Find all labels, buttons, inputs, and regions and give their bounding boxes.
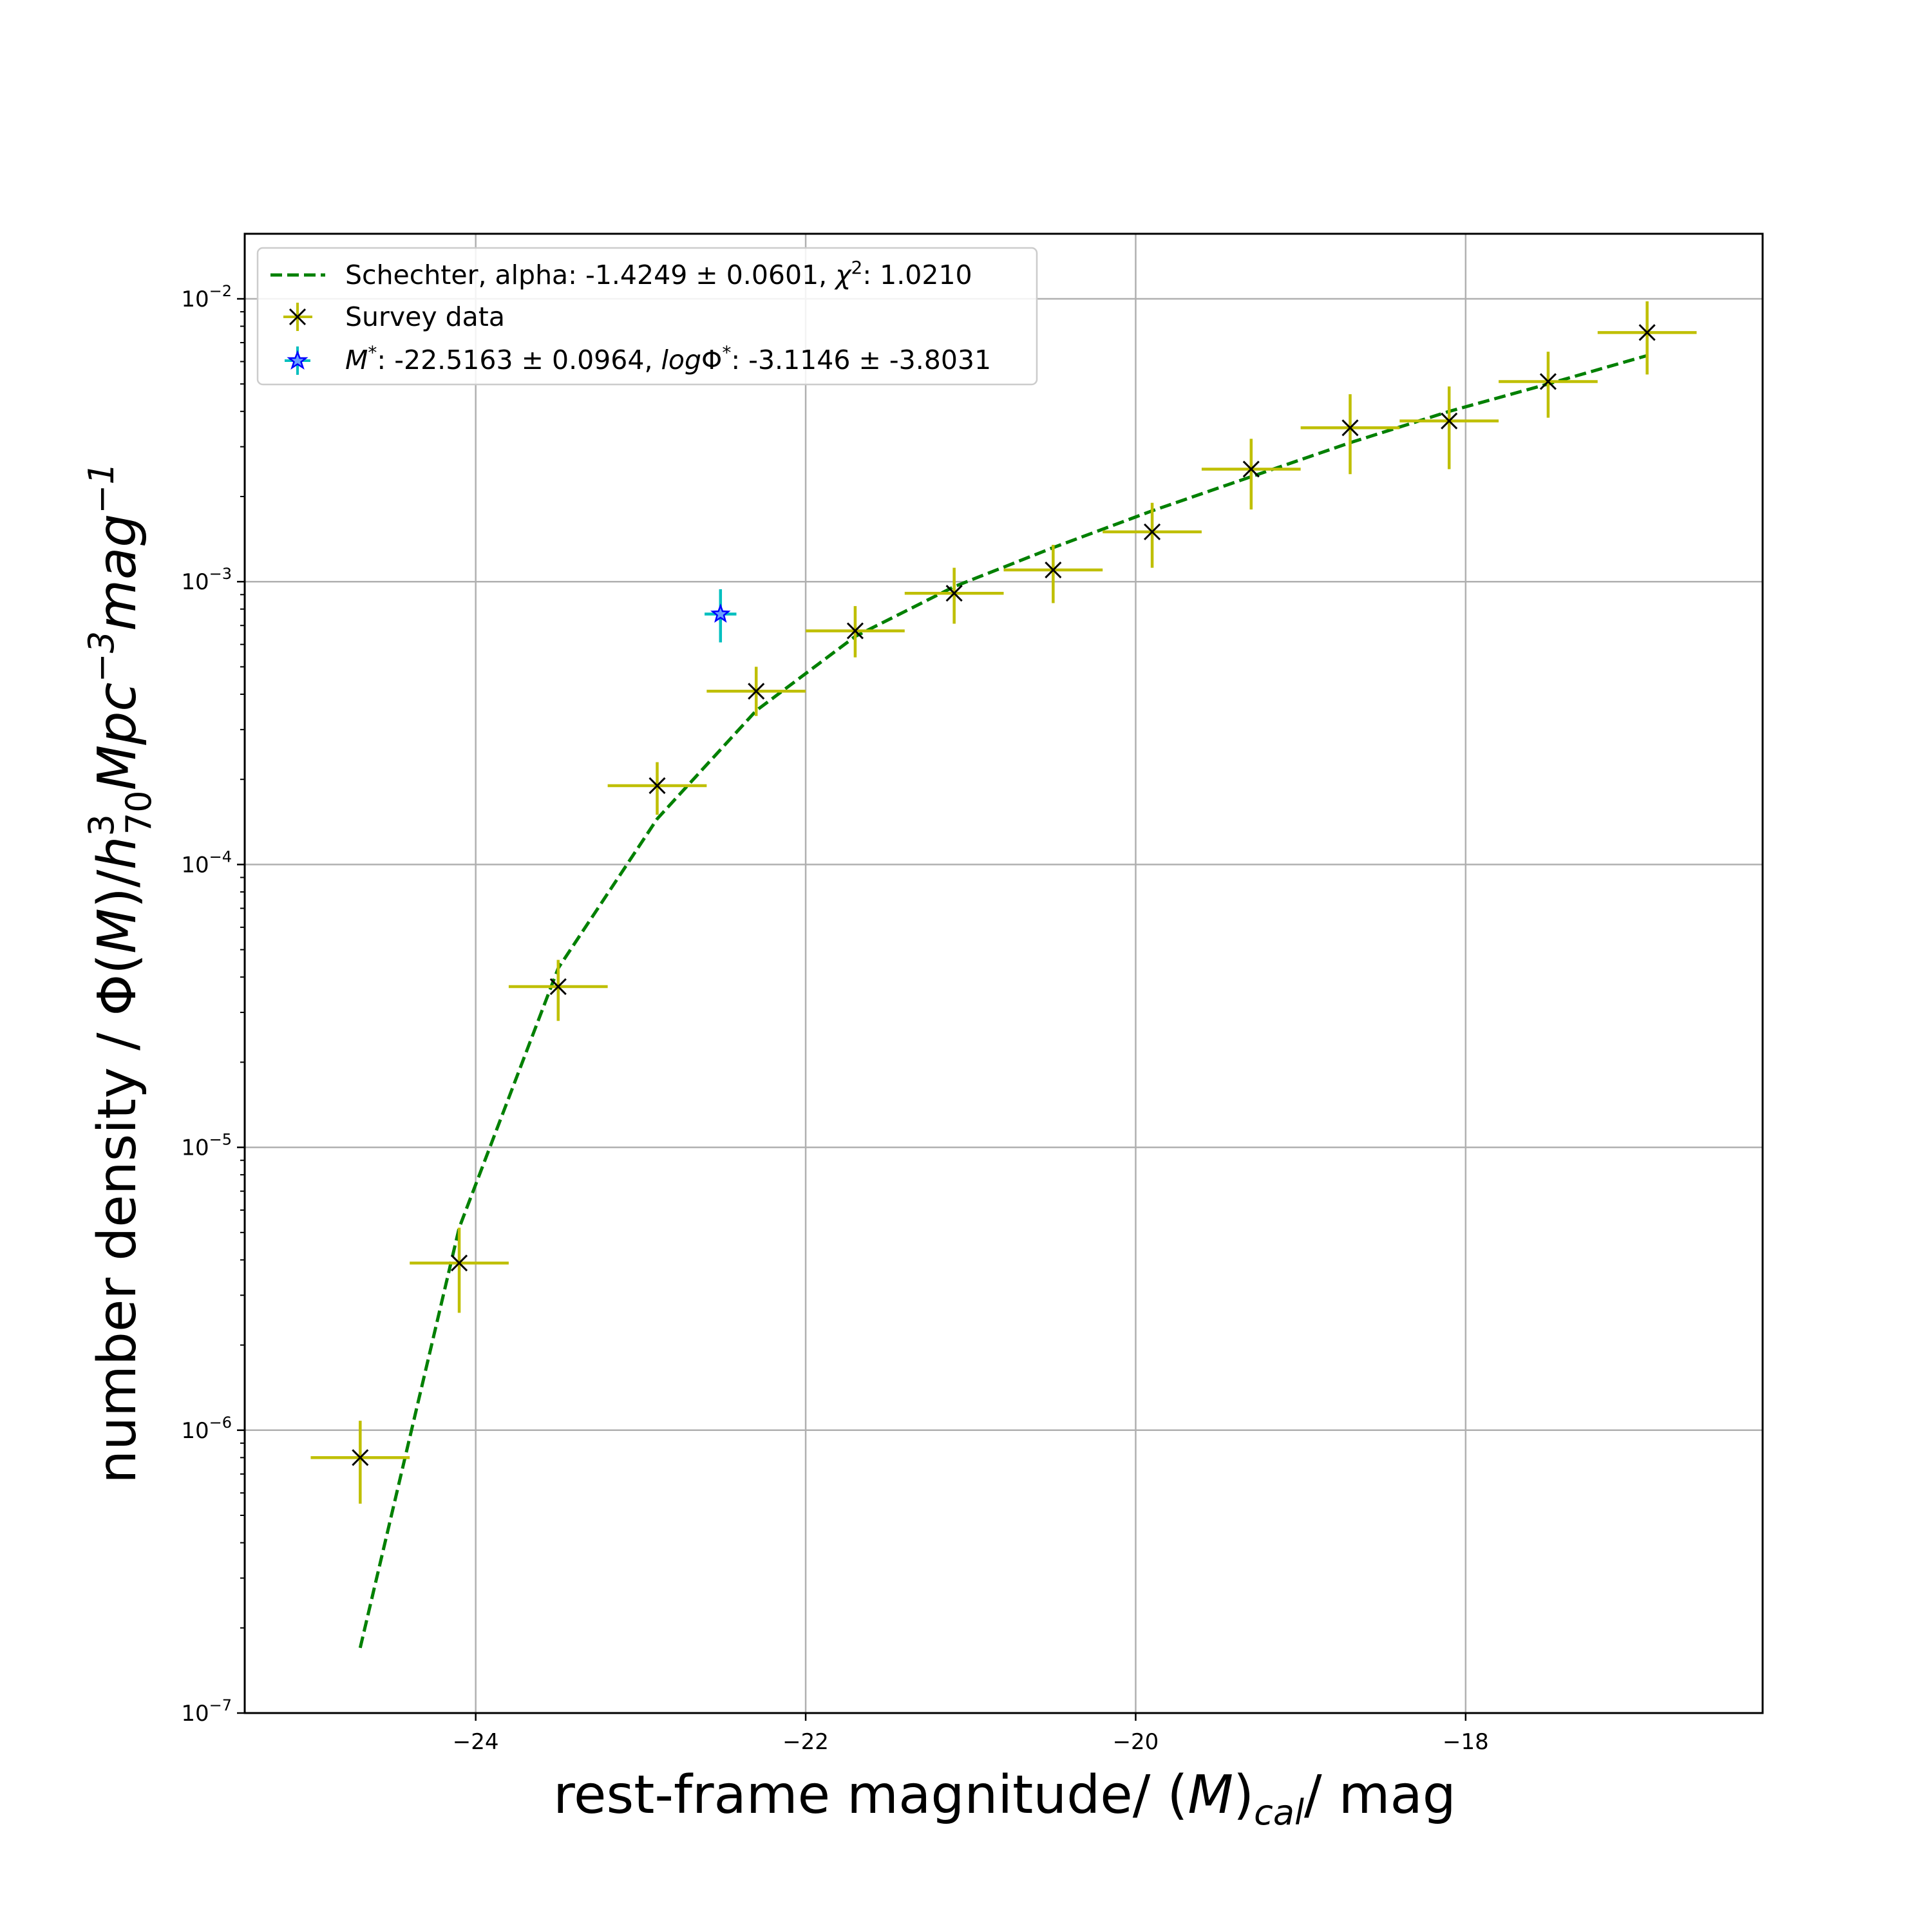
y-axis-title: number density / Φ(M)/h370Mpc−3mag−1: [81, 462, 159, 1484]
legend-fit-label: Schechter, alpha: -1.4249 ± 0.0601, χ2: …: [345, 257, 972, 290]
survey-data-point: [1300, 394, 1400, 475]
survey-data: [310, 301, 1697, 1504]
survey-data-point: [1399, 386, 1499, 469]
x-axis-ticks: −24 −22 −20 −18: [453, 1713, 1489, 1755]
x-marker: [450, 1255, 468, 1272]
y-tick-label: 10−6: [181, 1414, 232, 1444]
mstar-point: [705, 589, 737, 643]
x-marker: [649, 777, 666, 795]
y-tick-label: 10−7: [181, 1696, 232, 1727]
legend-mstar-label: M*: -22.5163 ± 0.0964, logΦ*: -3.1146 ± …: [345, 342, 991, 375]
x-marker: [1441, 412, 1458, 430]
x-marker: [1144, 523, 1161, 540]
y-tick-label: 10−3: [181, 565, 232, 595]
x-marker: [1638, 324, 1656, 341]
schechter-fit-line: [358, 354, 1648, 1649]
legend: Schechter, alpha: -1.4249 ± 0.0601, χ2: …: [256, 247, 1038, 386]
survey-data-point: [904, 567, 1004, 624]
survey-data-point: [310, 1421, 410, 1504]
x-tick-label: −22: [782, 1729, 829, 1755]
survey-data-point: [806, 606, 905, 658]
x-marker: [945, 585, 963, 602]
x-axis-title: rest-frame magnitude/ (M)cal/ mag: [553, 1765, 1456, 1833]
legend-mstar-swatch: [285, 346, 310, 375]
survey-data-point: [1003, 544, 1103, 603]
survey-data-point: [1597, 301, 1697, 375]
survey-data-point: [1499, 352, 1598, 418]
y-axis-ticks: 10−7 10−6 10−5 10−4 10−3 10−2: [181, 282, 245, 1727]
legend-data-swatch: [283, 303, 312, 331]
survey-data-point: [508, 960, 608, 1021]
survey-data-point: [706, 667, 806, 716]
x-marker: [1539, 373, 1557, 390]
plot-frame: [243, 232, 1764, 1714]
x-marker: [549, 978, 567, 996]
legend-box: [256, 247, 1038, 386]
x-marker: [1045, 561, 1062, 579]
x-marker: [748, 683, 765, 700]
x-tick-label: −24: [453, 1729, 499, 1755]
survey-data-point: [1103, 502, 1202, 568]
x-marker: [846, 622, 864, 639]
x-marker: [1341, 419, 1359, 437]
survey-data-point: [1201, 439, 1301, 510]
y-tick-label: 10−4: [181, 848, 232, 878]
x-tick-label: −20: [1113, 1729, 1159, 1755]
x-tick-label: −18: [1443, 1729, 1489, 1755]
x-marker: [352, 1449, 369, 1466]
y-tick-label: 10−2: [181, 282, 232, 312]
survey-data-point: [410, 1227, 509, 1313]
x-marker: [1242, 460, 1260, 478]
y-tick-label: 10−5: [181, 1131, 232, 1161]
mstar-star-marker: [710, 603, 731, 623]
survey-data-point: [607, 762, 707, 815]
schechter-fit: [358, 354, 1648, 1649]
legend-data-label: Survey data: [345, 301, 505, 332]
